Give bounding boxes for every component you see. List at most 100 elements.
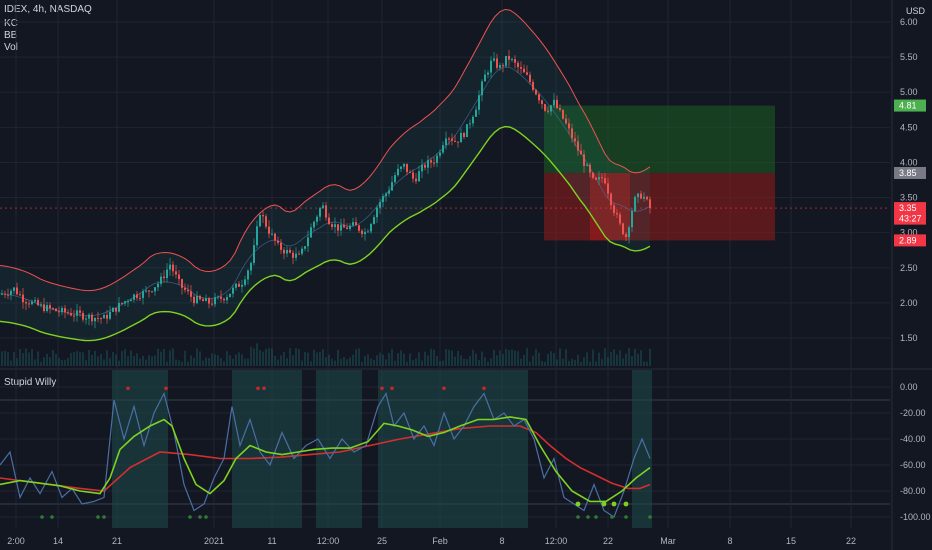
candle-body: [565, 118, 567, 124]
indicator-kc-label[interactable]: KC: [4, 18, 18, 29]
x-tick-label: 12:00: [545, 536, 568, 546]
osc-tick-label: -100.00: [900, 512, 931, 522]
candle-body: [34, 300, 36, 302]
volume-bar: [286, 358, 288, 366]
candle-body: [145, 290, 147, 292]
volume-bar: [25, 348, 27, 366]
candle-body: [373, 217, 375, 224]
price-tick-label: 4.50: [900, 122, 918, 132]
price-tick-label: 1.50: [900, 333, 918, 343]
volume-bar: [256, 343, 258, 366]
candle-body: [502, 65, 504, 67]
candle-body: [361, 230, 363, 235]
volume-bar: [166, 361, 168, 366]
volume-bar: [100, 354, 102, 366]
indicator-bb-label[interactable]: BB: [4, 30, 18, 41]
volume-bar: [565, 349, 567, 366]
volume-bar: [580, 361, 582, 366]
candle-body: [574, 138, 576, 142]
candle-body: [472, 116, 474, 124]
candle-body: [85, 318, 87, 320]
volume-bar: [547, 353, 549, 366]
volume-bar: [514, 350, 516, 366]
candle-body: [478, 95, 480, 110]
candle-body: [547, 110, 549, 112]
candle-body: [124, 301, 126, 304]
indicator-vol-label[interactable]: Vol: [4, 42, 18, 53]
osc-oversold-dot: [648, 515, 652, 519]
volume-bar: [529, 361, 531, 366]
candle-body: [211, 303, 213, 305]
candle-body: [88, 314, 90, 319]
candle-body: [616, 213, 618, 215]
volume-bar: [103, 359, 105, 366]
candle-body: [523, 68, 525, 73]
candle-body: [298, 253, 300, 255]
price-pane[interactable]: [0, 8, 651, 366]
candle-body: [433, 162, 435, 164]
candle-body: [130, 299, 132, 302]
candle-body: [238, 283, 240, 287]
volume-bar: [442, 360, 444, 366]
candle-body: [289, 249, 291, 253]
candle-body: [121, 302, 123, 304]
oscillator-pane[interactable]: [0, 370, 652, 528]
osc-zone: [378, 370, 528, 528]
price-tick-label: 2.00: [900, 298, 918, 308]
candle-body: [367, 231, 369, 233]
volume-bar: [331, 358, 333, 366]
price-tick-label: 3.50: [900, 193, 918, 203]
candle-body: [520, 67, 522, 69]
volume-bar: [64, 360, 66, 366]
volume-bar: [250, 346, 252, 366]
volume-bar: [49, 357, 51, 366]
candle-body: [454, 140, 456, 142]
candle-body: [403, 163, 405, 167]
volume-bar: [79, 351, 81, 366]
x-tick-label: 15: [786, 536, 796, 546]
candle-body: [331, 224, 333, 228]
volume-bar: [193, 357, 195, 366]
x-tick-label: 2:00: [7, 536, 25, 546]
oscillator-title[interactable]: Stupid Willy: [4, 377, 57, 388]
candle-body: [256, 226, 258, 246]
volume-bar: [301, 360, 303, 366]
osc-oversold-dot: [576, 515, 580, 519]
candle-body: [73, 315, 75, 317]
volume-bar: [277, 359, 279, 366]
candle-body: [244, 279, 246, 285]
osc-overbought-dot: [164, 386, 168, 391]
volume-bar: [454, 356, 456, 366]
volume-bar: [202, 360, 204, 366]
volume-bar: [229, 355, 231, 366]
candle-body: [406, 163, 408, 172]
volume-bar: [187, 361, 189, 366]
candle-body: [307, 237, 309, 247]
volume-bar: [13, 351, 15, 366]
volume-bar: [208, 357, 210, 366]
volume-bar: [469, 356, 471, 366]
volume-bar: [502, 353, 504, 366]
x-tick-label: 11: [267, 536, 276, 546]
candle-body: [10, 290, 12, 295]
volume-bar: [169, 350, 171, 366]
candle-body: [490, 60, 492, 73]
volume-bar: [148, 355, 150, 366]
candle-body: [136, 294, 138, 298]
candle-body: [499, 65, 501, 68]
volume-bar: [190, 355, 192, 366]
volume-bar: [556, 359, 558, 366]
candle-body: [553, 99, 555, 106]
volume-bar: [157, 348, 159, 366]
candle-body: [166, 269, 168, 278]
osc-slow-line: [0, 425, 651, 492]
x-tick-label: 25: [377, 536, 387, 546]
volume-bar: [304, 352, 306, 366]
candle-body: [7, 294, 9, 296]
candle-body: [247, 270, 249, 280]
volume-bar: [196, 348, 198, 366]
price-tag-label: 3.35: [899, 203, 917, 213]
volume-bar: [109, 357, 111, 366]
volume-bar: [400, 350, 402, 366]
